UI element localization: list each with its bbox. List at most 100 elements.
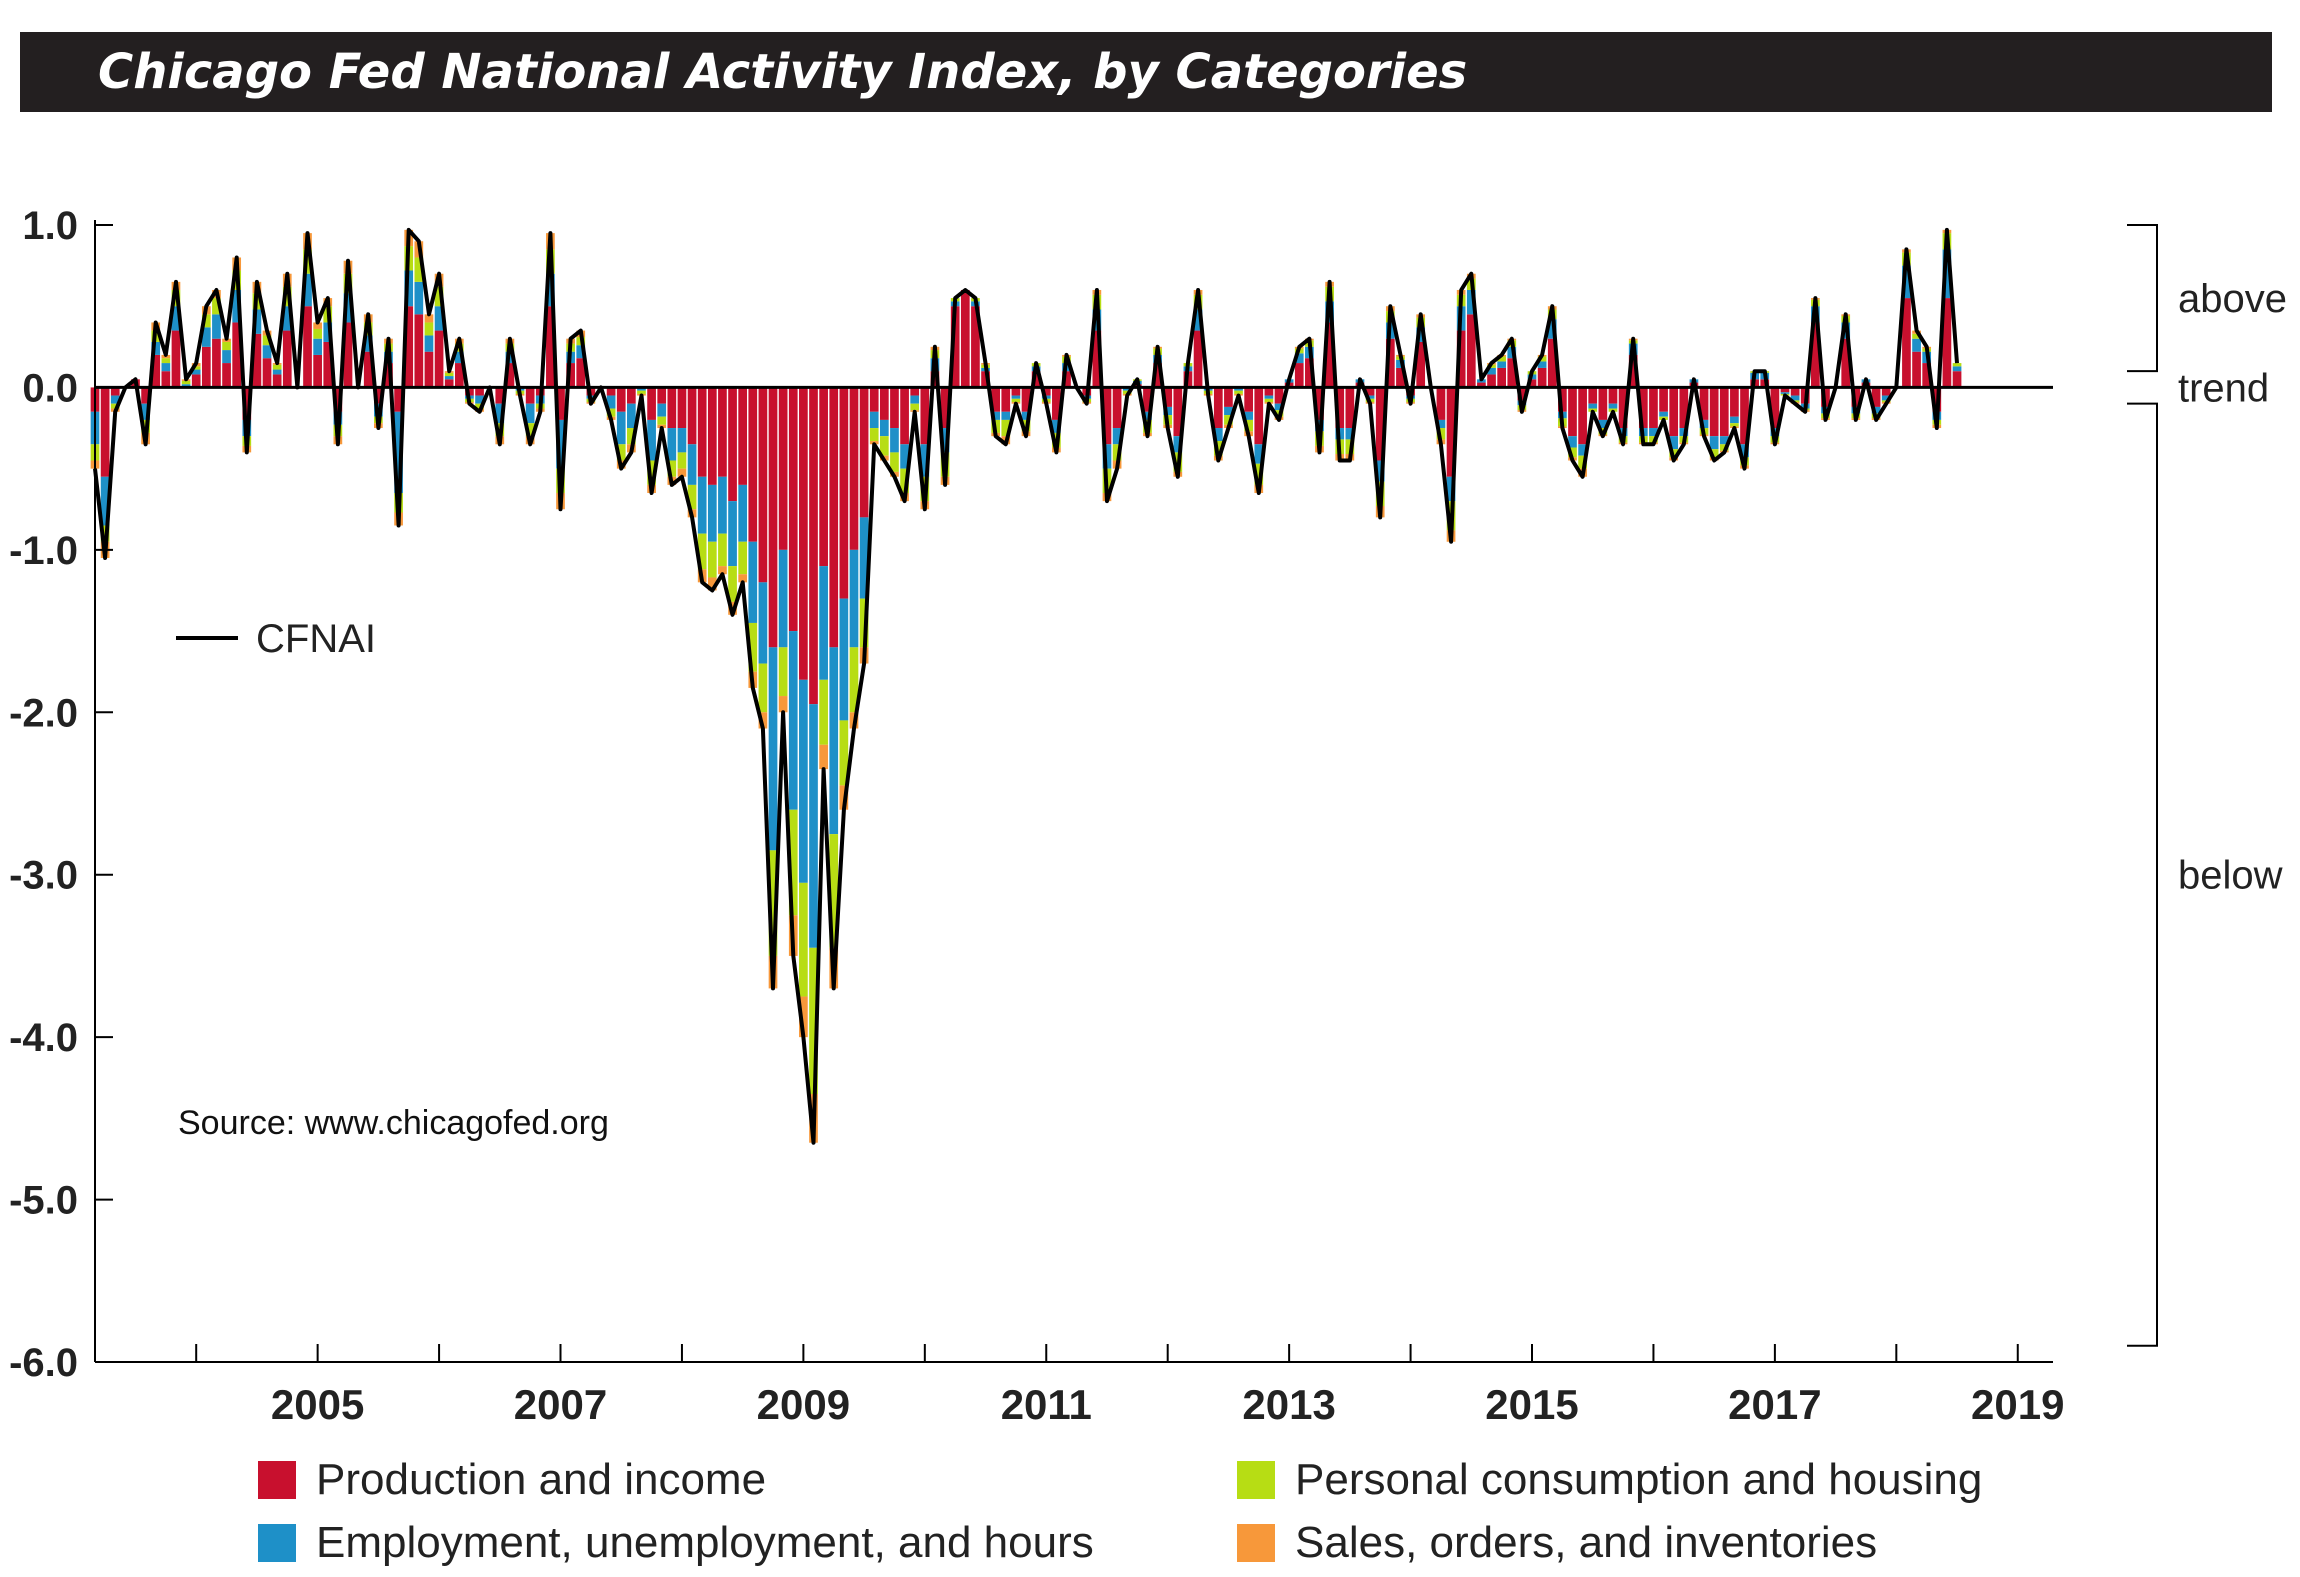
bar-segment-employment: [1659, 411, 1668, 417]
bar-segment-employment: [920, 444, 930, 477]
x-tick-label: 2009: [757, 1381, 850, 1428]
bar-segment-employment: [839, 598, 849, 721]
bar-segment-production: [323, 341, 333, 388]
bar-segment-sales: [677, 468, 687, 477]
bar-segment-consumption: [1234, 390, 1243, 394]
bar-segment-consumption: [839, 720, 849, 786]
bar-segment-consumption: [1912, 333, 1921, 339]
bar-segment-employment: [1416, 327, 1426, 342]
bar-segment-employment: [1537, 361, 1547, 368]
bar-segment-employment: [110, 395, 120, 404]
bar-segment-production: [960, 289, 970, 388]
bar-segment-employment: [778, 549, 788, 648]
bar-segment-production: [981, 371, 990, 388]
bar-segment-production: [778, 387, 788, 550]
bar-segment-production: [1547, 338, 1557, 388]
bar-segment-sales: [799, 996, 808, 1038]
bar-segment-employment: [212, 314, 221, 339]
bar-segment-production: [272, 374, 282, 388]
bar-segment-employment: [819, 566, 828, 680]
bar-segment-production: [525, 387, 535, 404]
bar-segment-production: [303, 306, 312, 388]
bar-segment-production: [697, 387, 707, 477]
side-label-trend: trend: [2178, 366, 2269, 410]
bar-segment-production: [444, 379, 454, 388]
bar-segment-production: [1264, 387, 1274, 396]
bar-segment-consumption: [424, 322, 434, 336]
side-label-above: above: [2178, 277, 2287, 321]
bar-segment-employment: [1912, 338, 1921, 352]
bar-segment-employment: [1375, 460, 1385, 482]
bar-segment-employment: [799, 679, 808, 883]
bar-segment-production: [1851, 387, 1861, 407]
axes-layer: 1.0 0.0 -1.0 -2.0 -3.0 -4.0 -5.0 -6.0 2005 2007 20…: [9, 204, 2064, 1428]
bar-segment-production: [647, 387, 656, 420]
bar-segment-employment: [171, 306, 181, 331]
bar-segment-employment: [343, 293, 353, 323]
bar-segment-production: [1638, 387, 1648, 429]
bar-segment-production: [748, 387, 758, 542]
bar-segment-production: [687, 387, 697, 445]
bar-segment-employment: [303, 273, 312, 307]
bar-segment-production: [1294, 363, 1304, 388]
bar-segment-consumption: [1011, 398, 1021, 403]
bar-segment-employment: [1052, 419, 1061, 433]
bar-segment-employment: [201, 327, 211, 347]
bar-segment-employment: [1173, 436, 1183, 453]
bar-segment-employment: [687, 444, 697, 485]
bar-segment-production: [667, 387, 677, 429]
bar-segment-employment: [1902, 265, 1911, 299]
bar-segment-consumption: [444, 372, 454, 377]
bar-segment-employment: [1122, 387, 1132, 391]
bar-segment-employment: [414, 281, 424, 315]
bar-segment-production: [100, 387, 110, 477]
bar-segment-employment: [1264, 395, 1274, 399]
legend-swatch-sales: [1237, 1524, 1275, 1562]
bar-segment-production: [879, 387, 889, 420]
bar-segment-employment: [1294, 353, 1304, 364]
bar-segment-employment: [394, 411, 403, 493]
bar-segment-production: [1031, 371, 1041, 388]
bar-segment-production: [1588, 387, 1598, 404]
legend-swatch-consumption: [1237, 1461, 1275, 1499]
bar-segment-production: [1598, 387, 1608, 420]
bar-segment-sales: [707, 577, 717, 591]
bar-segment-production: [1922, 363, 1932, 388]
bar-segment-production: [1244, 387, 1253, 412]
y-tick-label: -3.0: [9, 854, 78, 898]
bar-segment-consumption: [707, 541, 717, 578]
bar-segment-production: [1841, 338, 1851, 388]
bar-segment-employment: [1588, 403, 1598, 409]
bar-segment-production: [718, 387, 727, 477]
bar-segment-consumption: [809, 947, 818, 1094]
bar-segment-production: [1193, 330, 1203, 388]
bar-segment-production: [414, 314, 424, 388]
bar-segment-consumption: [718, 533, 727, 567]
bar-segment-consumption: [1254, 463, 1264, 485]
bar-segment-consumption: [819, 679, 828, 745]
bar-segment-production: [1659, 387, 1668, 412]
bar-segment-employment: [728, 501, 737, 567]
bar-segment-production: [920, 387, 930, 445]
bar-segment-production: [1213, 387, 1223, 429]
bar-segment-employment: [1163, 406, 1173, 416]
bar-segment-production: [930, 371, 940, 388]
bar-segment-production: [1224, 387, 1233, 407]
bar-segment-employment: [1578, 444, 1587, 456]
bar-segment-production: [1568, 387, 1577, 437]
bar-segment-production: [627, 387, 636, 404]
bar-segment-production: [1649, 387, 1658, 429]
bar-segment-production: [566, 363, 575, 388]
legend-label-production: Production and income: [316, 1455, 767, 1504]
bar-segment-consumption: [1224, 415, 1233, 425]
bar-segment-production: [1416, 341, 1426, 388]
bar-segment-employment: [1446, 476, 1456, 502]
bar-segment-consumption: [799, 882, 808, 997]
bar-segment-production: [1315, 387, 1324, 420]
x-tick-label: 2015: [1485, 1381, 1578, 1428]
bar-segment-production: [404, 306, 414, 388]
bar-segment-production: [1477, 382, 1486, 388]
bar-segment-production: [363, 351, 373, 388]
bar-segment-production: [1881, 387, 1891, 396]
bar-segment-consumption: [272, 364, 282, 370]
